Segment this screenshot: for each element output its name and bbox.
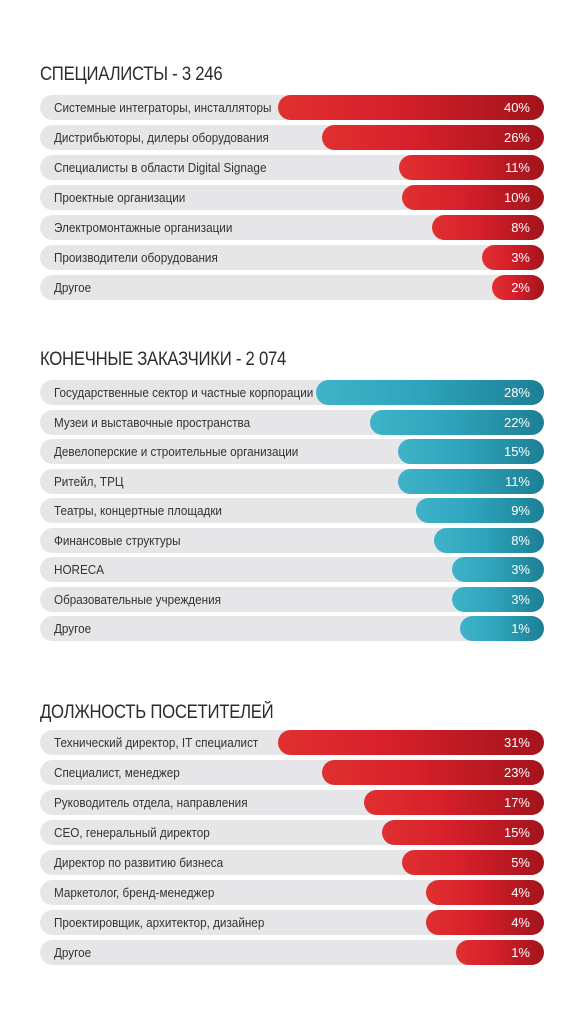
bar-row: Другое 1% <box>40 940 544 965</box>
bar-row: Электромонтажные организации 8% <box>40 215 544 240</box>
bar <box>434 528 544 553</box>
bar <box>382 820 544 845</box>
bar <box>452 557 544 582</box>
value-label: 15% <box>503 825 530 840</box>
bar-row: Руководитель отдела, направления 17% <box>40 790 544 815</box>
category-label: Девелоперские и строительные организации <box>54 444 299 459</box>
bar-row: Проектные организации 10% <box>40 185 544 210</box>
value-label: 1% <box>511 621 530 636</box>
bar-row: Девелоперские и строительные организации… <box>40 439 544 464</box>
bar <box>278 95 544 120</box>
category-label: CEO, генеральный директор <box>54 825 210 840</box>
bar <box>452 587 544 612</box>
bar <box>398 439 544 464</box>
bar <box>492 275 544 300</box>
bar-row: Проектировщик, архитектор, дизайнер 4% <box>40 910 544 935</box>
value-label: 11% <box>504 160 530 175</box>
category-label: HORECA <box>54 562 105 577</box>
bar <box>364 790 544 815</box>
bar <box>426 910 544 935</box>
category-label: Театры, концертные площадки <box>54 503 222 518</box>
value-label: 10% <box>503 190 530 205</box>
category-label: Другое <box>54 280 92 295</box>
category-label: Системные интеграторы, инсталляторы <box>54 100 272 115</box>
category-label: Дистрибьюторы, дилеры оборудования <box>54 130 269 145</box>
bar-row: HORECA 3% <box>40 557 544 582</box>
category-label: Ритейл, ТРЦ <box>54 474 124 489</box>
bar <box>432 215 544 240</box>
category-label: Финансовые структуры <box>54 533 181 548</box>
category-label: Образовательные учреждения <box>54 592 221 607</box>
category-label: Производители оборудования <box>54 250 218 265</box>
bar-row: Музеи и выставочные пространства 22% <box>40 410 544 435</box>
bar-row: Маркетолог, бренд-менеджер 4% <box>40 880 544 905</box>
category-label: Специалисты в области Digital Signage <box>54 160 267 175</box>
category-label: Технический директор, IT специалист <box>54 735 259 750</box>
value-label: 4% <box>511 915 530 930</box>
value-label: 26% <box>503 130 530 145</box>
bar-row: Дистрибьюторы, дилеры оборудования 26% <box>40 125 544 150</box>
bar-row: Театры, концертные площадки 9% <box>40 498 544 523</box>
category-label: Маркетолог, бренд-менеджер <box>54 885 215 900</box>
bar-row: Специалисты в области Digital Signage 11% <box>40 155 544 180</box>
bar <box>322 760 544 785</box>
bar-row: Системные интеграторы, инсталляторы 40% <box>40 95 544 120</box>
value-label: 40% <box>503 100 530 115</box>
category-label: Директор по развитию бизнеса <box>54 855 224 870</box>
value-label: 22% <box>503 415 530 430</box>
value-label: 11% <box>504 474 530 489</box>
bar-row: Директор по развитию бизнеса 5% <box>40 850 544 875</box>
bar <box>456 940 544 965</box>
value-label: 15% <box>503 444 530 459</box>
bar <box>316 380 544 405</box>
bar <box>370 410 544 435</box>
bar <box>398 469 544 494</box>
bar <box>426 880 544 905</box>
value-label: 5% <box>511 855 530 870</box>
bar <box>322 125 544 150</box>
bar <box>402 850 544 875</box>
category-label: Другое <box>54 621 92 636</box>
value-label: 28% <box>503 385 530 400</box>
value-label: 3% <box>511 562 530 577</box>
bar-row: Производители оборудования 3% <box>40 245 544 270</box>
category-label: Проектировщик, архитектор, дизайнер <box>54 915 265 930</box>
bar <box>416 498 544 523</box>
bar-row: Технический директор, IT специалист 31% <box>40 730 544 755</box>
value-label: 31% <box>503 735 530 750</box>
bar <box>399 155 544 180</box>
category-label: Другое <box>54 945 92 960</box>
category-label: Проектные организации <box>54 190 186 205</box>
bar-row: Ритейл, ТРЦ 11% <box>40 469 544 494</box>
bar-row: Другое 1% <box>40 616 544 641</box>
value-label: 3% <box>511 250 530 265</box>
value-label: 23% <box>503 765 530 780</box>
bar-row: CEO, генеральный директор 15% <box>40 820 544 845</box>
bar <box>402 185 544 210</box>
category-label: Государственные сектор и частные корпора… <box>54 385 314 400</box>
category-label: Музеи и выставочные пространства <box>54 415 251 430</box>
bar-row: Образовательные учреждения 3% <box>40 587 544 612</box>
bar <box>278 730 544 755</box>
value-label: 8% <box>511 220 530 235</box>
bar-row: Государственные сектор и частные корпора… <box>40 380 544 405</box>
value-label: 8% <box>511 533 530 548</box>
value-label: 2% <box>511 280 530 295</box>
bar <box>482 245 544 270</box>
chart-title: ДОЛЖНОСТЬ ПОСЕТИТЕЛЕЙ <box>40 702 274 723</box>
bar <box>460 616 544 641</box>
category-label: Специалист, менеджер <box>54 765 180 780</box>
value-label: 4% <box>511 885 530 900</box>
chart-title: СПЕЦИАЛИСТЫ - 3 246 <box>40 64 223 85</box>
value-label: 17% <box>503 795 530 810</box>
category-label: Руководитель отдела, направления <box>54 795 248 810</box>
bar-row: Специалист, менеджер 23% <box>40 760 544 785</box>
category-label: Электромонтажные организации <box>54 220 233 235</box>
chart-title: КОНЕЧНЫЕ ЗАКАЗЧИКИ - 2 074 <box>40 349 287 370</box>
value-label: 1% <box>511 945 530 960</box>
value-label: 9% <box>511 503 530 518</box>
bar-row: Другое 2% <box>40 275 544 300</box>
value-label: 3% <box>511 592 530 607</box>
bar-row: Финансовые структуры 8% <box>40 528 544 553</box>
